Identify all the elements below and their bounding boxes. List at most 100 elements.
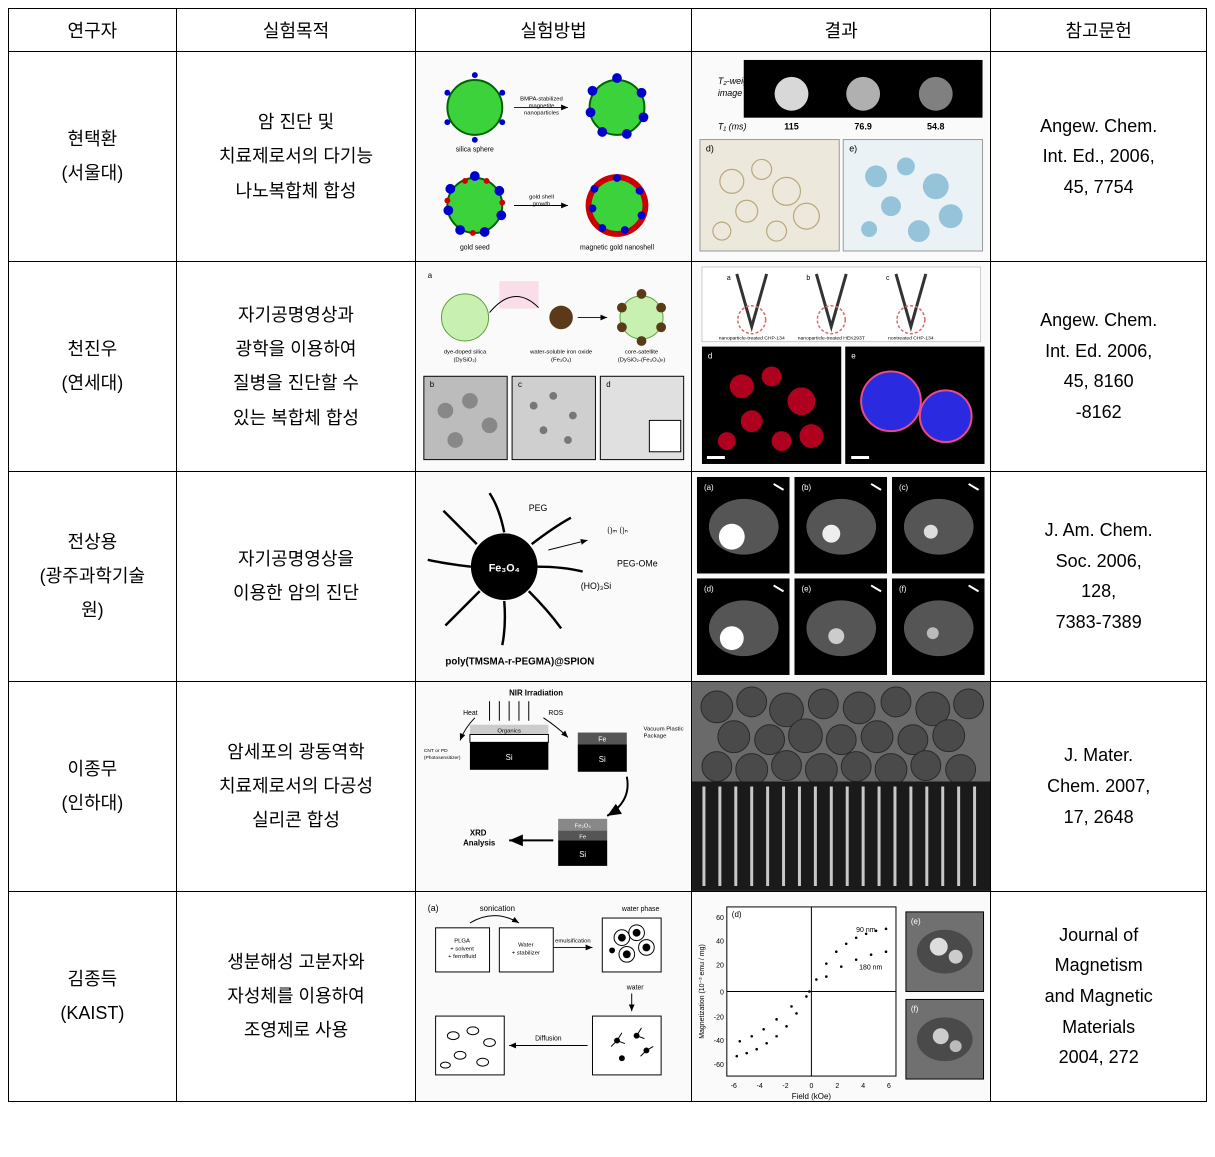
svg-text:-6: -6 [731, 1083, 737, 1090]
svg-text:Fe: Fe [599, 736, 607, 743]
svg-text:a: a [727, 275, 731, 282]
svg-text:Magnetization (10⁻³ emu / mg): Magnetization (10⁻³ emu / mg) [699, 944, 706, 1039]
svg-text:(e): (e) [911, 917, 921, 926]
svg-text:gold seed: gold seed [460, 245, 490, 252]
svg-text:(f): (f) [911, 1004, 919, 1013]
method-figure-pegylated-iron-oxide: Fe₃O₄ PEG ⟮⟯ₘ ⟮⟯ₙ PEG-OMe (HO)₃Si poly(T… [416, 472, 691, 681]
result-figure-cell [691, 681, 991, 891]
result-figure-cell: nanoparticle-treated CHP-134 nanoparticl… [691, 261, 991, 471]
svg-text:d): d) [706, 143, 714, 153]
svg-text:CNT or PD: CNT or PD [424, 748, 448, 754]
table-header-row: 연구자 실험목적 실험방법 결과 참고문헌 [9, 9, 1207, 52]
reference-cell: Angew. Chem.Int. Ed., 2006,45, 7754 [991, 52, 1207, 262]
col-reference: 참고문헌 [991, 9, 1207, 52]
svg-text:water: water [626, 984, 644, 991]
svg-text:-20: -20 [714, 1014, 724, 1021]
svg-text:a: a [428, 271, 433, 280]
svg-text:-2: -2 [782, 1083, 788, 1090]
table-row: 천진우(연세대) 자기공명영상과광학을 이용하여질병을 진단할 수있는 복합체 … [9, 261, 1207, 471]
svg-text:+ ferrofluid: + ferrofluid [448, 954, 476, 960]
svg-text:(f): (f) [899, 584, 907, 593]
svg-text:PLGA: PLGA [455, 938, 471, 944]
svg-text:54.8: 54.8 [927, 122, 944, 132]
result-figure-cell: (a)(b)(c) (d)(e)(f) [691, 471, 991, 681]
svg-text:image: image [718, 88, 742, 98]
method-figure-cell: a dye-doped silica (DySiO₂) water-solubl… [416, 261, 692, 471]
col-purpose: 실험목적 [176, 9, 416, 52]
svg-text:PEG: PEG [529, 503, 548, 513]
result-figure-mri-microscopy: control H520 SKBR3 T₂-weighted image T₁ … [692, 52, 991, 261]
researcher-cell: 현택환(서울대) [9, 52, 177, 262]
svg-text:0: 0 [809, 1083, 813, 1090]
result-figure-cell: control H520 SKBR3 T₂-weighted image T₁ … [691, 52, 991, 262]
result-figure-mri-grid: (a)(b)(c) (d)(e)(f) [692, 472, 991, 681]
svg-text:60: 60 [716, 915, 724, 922]
purpose-cell: 생분해성 고분자와자성체를 이용하여조영제로 사용 [176, 891, 416, 1101]
svg-text:Water: Water [518, 942, 533, 948]
svg-text:magnetic gold nanoshell: magnetic gold nanoshell [580, 245, 654, 252]
svg-text:(Photosensitizer): (Photosensitizer) [424, 755, 461, 761]
method-figure-cell: (a) sonication PLGA+ solvent+ ferrofluid… [416, 891, 692, 1101]
svg-text:magnetite: magnetite [529, 103, 555, 109]
reference-cell: Journal ofMagnetismand MagneticMaterials… [991, 891, 1207, 1101]
svg-text:emulsification: emulsification [555, 938, 591, 944]
svg-text:Field (kOe): Field (kOe) [792, 1092, 832, 1101]
table-row: 이종무(인하대) 암세포의 광동역학치료제로서의 다공성실리콘 합성 NIR I… [9, 681, 1207, 891]
svg-text:Diffusion: Diffusion [535, 1035, 562, 1042]
svg-text:40: 40 [716, 938, 724, 945]
svg-text:(c): (c) [899, 483, 909, 492]
svg-text:nanoparticle-treated HEK293T: nanoparticle-treated HEK293T [798, 336, 865, 342]
svg-text:(a): (a) [428, 903, 439, 913]
purpose-cell: 암 진단 및치료제로서의 다기능나노복합체 합성 [176, 52, 416, 262]
method-figure-emulsification: (a) sonication PLGA+ solvent+ ferrofluid… [416, 892, 691, 1101]
result-figure-fluorescence: nanoparticle-treated CHP-134 nanoparticl… [692, 262, 991, 471]
svg-text:c: c [518, 380, 522, 389]
svg-text:b: b [806, 275, 810, 282]
svg-text:2: 2 [835, 1083, 839, 1090]
reference-cell: Angew. Chem.Int. Ed. 2006,45, 8160-8162 [991, 261, 1207, 471]
svg-text:dye-doped silica: dye-doped silica [444, 350, 487, 356]
svg-text:nontreated CHP-134: nontreated CHP-134 [888, 336, 934, 342]
col-result: 결과 [691, 9, 991, 52]
svg-text:90 nm: 90 nm [856, 927, 876, 934]
svg-text:BMPA-stabilized: BMPA-stabilized [520, 97, 563, 103]
table-row: 현택환(서울대) 암 진단 및치료제로서의 다기능나노복합체 합성 silica… [9, 52, 1207, 262]
svg-text:e): e) [849, 143, 857, 153]
svg-text:-4: -4 [756, 1083, 762, 1090]
svg-text:water phase: water phase [621, 906, 660, 913]
svg-text:(DySiO₂-(Fe₃O₄)ₙ): (DySiO₂-(Fe₃O₄)ₙ) [618, 358, 666, 364]
researcher-cell: 김종득(KAIST) [9, 891, 177, 1101]
svg-text:growth: growth [533, 201, 551, 207]
svg-text:6: 6 [887, 1083, 891, 1090]
purpose-cell: 자기공명영상과광학을 이용하여질병을 진단할 수있는 복합체 합성 [176, 261, 416, 471]
svg-text:b: b [430, 380, 435, 389]
svg-text:ROS: ROS [549, 710, 564, 717]
svg-text:-60: -60 [714, 1062, 724, 1069]
reference-cell: J. Am. Chem.Soc. 2006,128,7383-7389 [991, 471, 1207, 681]
svg-text:Organics: Organics [498, 728, 522, 734]
method-figure-porous-silicon-process: NIR Irradiation HeatROS Organics Si CNT … [416, 682, 691, 891]
svg-text:Si: Si [506, 753, 513, 762]
svg-text:Package: Package [644, 733, 667, 739]
col-method: 실험방법 [416, 9, 692, 52]
svg-text:⟮⟯ₘ ⟮⟯ₙ: ⟮⟯ₘ ⟮⟯ₙ [608, 525, 629, 534]
svg-text:SKBR3: SKBR3 [926, 62, 956, 72]
purpose-cell: 자기공명영상을이용한 암의 진단 [176, 471, 416, 681]
result-figure-cell: (d) 6040200-20-40-60 -6-4-20246 Field (k… [691, 891, 991, 1101]
result-figure-sem-porous-silicon [692, 682, 991, 891]
svg-text:T₁ (ms): T₁ (ms) [718, 122, 747, 132]
svg-text:T₂-weighted: T₂-weighted [718, 76, 767, 86]
svg-text:Vacuum Plastic: Vacuum Plastic [644, 726, 684, 732]
svg-text:Heat: Heat [463, 710, 478, 717]
researcher-cell: 이종무(인하대) [9, 681, 177, 891]
table-row: 전상용(광주과학기술원) 자기공명영상을이용한 암의 진단 Fe₃O₄ PEG … [9, 471, 1207, 681]
svg-text:d: d [607, 380, 611, 389]
svg-text:Fe: Fe [580, 834, 587, 840]
svg-text:sonication: sonication [480, 904, 515, 913]
svg-text:(d): (d) [732, 910, 742, 919]
svg-text:silica sphere: silica sphere [456, 147, 494, 154]
svg-text:Fe₃O₄: Fe₃O₄ [489, 562, 520, 574]
purpose-cell: 암세포의 광동역학치료제로서의 다공성실리콘 합성 [176, 681, 416, 891]
svg-text:115: 115 [784, 122, 798, 132]
svg-text:c: c [886, 275, 890, 282]
